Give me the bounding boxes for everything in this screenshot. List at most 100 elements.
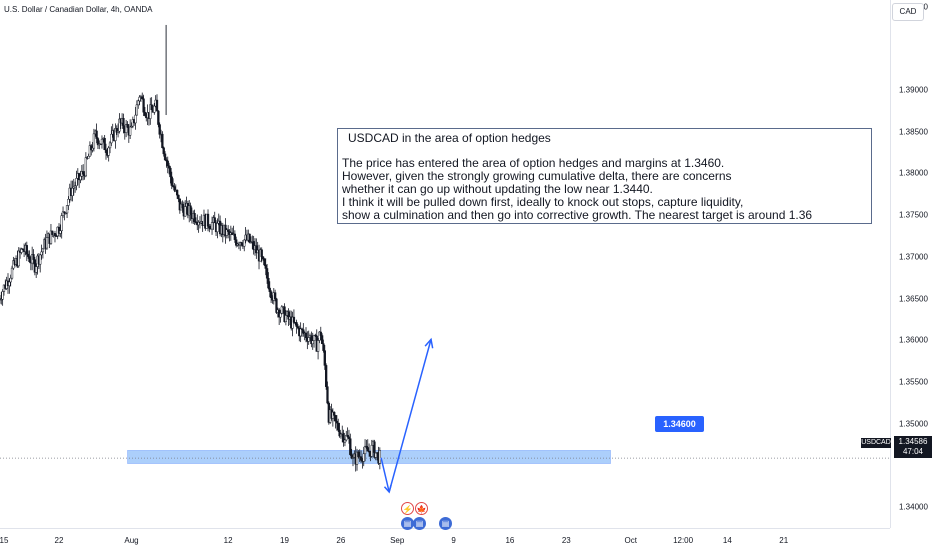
candle-body — [264, 264, 267, 269]
us-flag-icon[interactable]: ▤ — [439, 517, 452, 530]
candle-body — [194, 221, 198, 223]
candle-body — [104, 149, 108, 153]
time-tick-label: Aug — [124, 536, 139, 545]
candle-body — [10, 267, 14, 279]
candle-body — [64, 212, 67, 215]
level-price-label[interactable]: 1.34600 — [655, 416, 704, 432]
candle-body — [32, 254, 35, 260]
candle-body — [343, 439, 347, 443]
candle-body — [243, 239, 246, 247]
us-flag-icon[interactable]: ▤ — [413, 517, 426, 530]
candle-body — [181, 203, 184, 209]
candle-body — [184, 206, 187, 217]
candle-body — [169, 167, 172, 178]
candle-body — [108, 142, 112, 149]
candle-body — [45, 237, 49, 249]
time-tick-label: 12:00 — [673, 536, 694, 545]
candle-body — [347, 436, 351, 439]
text-annotation[interactable]: USDCAD in the area of option hedges The … — [337, 128, 872, 224]
candle-body — [279, 312, 282, 318]
candle-body — [63, 211, 66, 214]
candle-body — [39, 254, 42, 265]
candle-body — [312, 334, 316, 341]
candle-body — [267, 277, 270, 289]
candle-body — [265, 268, 269, 279]
price-tick-label: 1.36500 — [899, 294, 928, 303]
candle-body — [116, 130, 120, 133]
candle-body — [153, 105, 156, 113]
time-tick-label: 21 — [779, 536, 789, 545]
candle-body — [61, 211, 65, 216]
candle-body — [149, 104, 152, 119]
candle-body — [53, 233, 57, 237]
candle-body — [8, 281, 11, 287]
symbol-price-tag: USDCAD — [861, 438, 891, 448]
candle-body — [366, 447, 369, 452]
candle-body — [60, 215, 63, 232]
candle-body — [334, 415, 337, 422]
candle-body — [338, 429, 341, 437]
candle-body — [263, 258, 266, 266]
projection-arrowhead — [383, 485, 392, 494]
candle-body — [349, 438, 352, 455]
time-scale[interactable]: 15 22 Aug 12 19 26 Sep 9 16 23 Oct 12:00 14 21 — [0, 528, 890, 551]
candle-body — [208, 225, 211, 229]
candle-body — [166, 160, 169, 167]
candle-body — [167, 165, 171, 169]
time-tick-label: 15 — [0, 536, 9, 545]
candle-body — [365, 445, 368, 448]
candle-body — [9, 277, 12, 283]
candle-body — [171, 185, 175, 187]
candle-body — [345, 434, 348, 441]
price-chart[interactable] — [0, 0, 890, 528]
candle-body — [333, 411, 336, 416]
annotation-line: I think it will be pulled down first, id… — [342, 195, 744, 209]
candle-body — [324, 365, 328, 387]
candle-body — [73, 185, 77, 188]
candle-body — [296, 326, 300, 329]
time-tick-label: 12 — [223, 536, 233, 545]
candle-body — [155, 99, 159, 112]
annotation-line: However, given the strongly growing cumu… — [342, 169, 732, 183]
candle-body — [283, 306, 286, 322]
candle-body — [275, 298, 278, 313]
lightning-icon[interactable]: ⚡ — [401, 502, 414, 515]
chart-svg — [0, 24, 890, 494]
candle-body — [0, 299, 3, 301]
candle-body — [71, 187, 74, 197]
candle-body — [326, 386, 329, 404]
symbol-title: U.S. Dollar / Canadian Dollar, 4h, OANDA — [4, 5, 153, 14]
candle-body — [233, 233, 237, 240]
candle-body — [118, 118, 121, 132]
candle-body — [91, 147, 94, 151]
candle-body — [351, 457, 355, 459]
candle-body — [75, 178, 78, 187]
candle-body — [299, 328, 302, 337]
candle-body — [216, 223, 219, 233]
candle-body — [67, 199, 70, 206]
candle-body — [355, 451, 359, 465]
candle-body — [90, 145, 93, 151]
candle-body — [25, 245, 28, 255]
candle-body — [316, 340, 320, 352]
candle-body — [173, 186, 176, 191]
candle-body — [210, 222, 214, 230]
currency-button[interactable]: CAD — [892, 3, 924, 21]
candle-body — [129, 126, 132, 136]
time-tick-label: 16 — [505, 536, 515, 545]
candle-body — [82, 171, 85, 175]
candle-body — [314, 334, 317, 337]
us-flag-icon[interactable]: ▤ — [401, 517, 414, 530]
candle-body — [307, 337, 310, 342]
candle-body — [269, 291, 273, 299]
candle-body — [248, 233, 251, 243]
candle-body — [260, 249, 263, 258]
candle-body — [197, 221, 200, 226]
candle-body — [162, 147, 165, 155]
candle-body — [92, 133, 96, 149]
candle-body — [310, 335, 313, 345]
canada-flag-icon[interactable]: 🍁 — [415, 502, 428, 515]
price-tick-label: 1.37000 — [899, 252, 928, 262]
candle-body — [373, 441, 376, 458]
candle-body — [319, 331, 322, 336]
